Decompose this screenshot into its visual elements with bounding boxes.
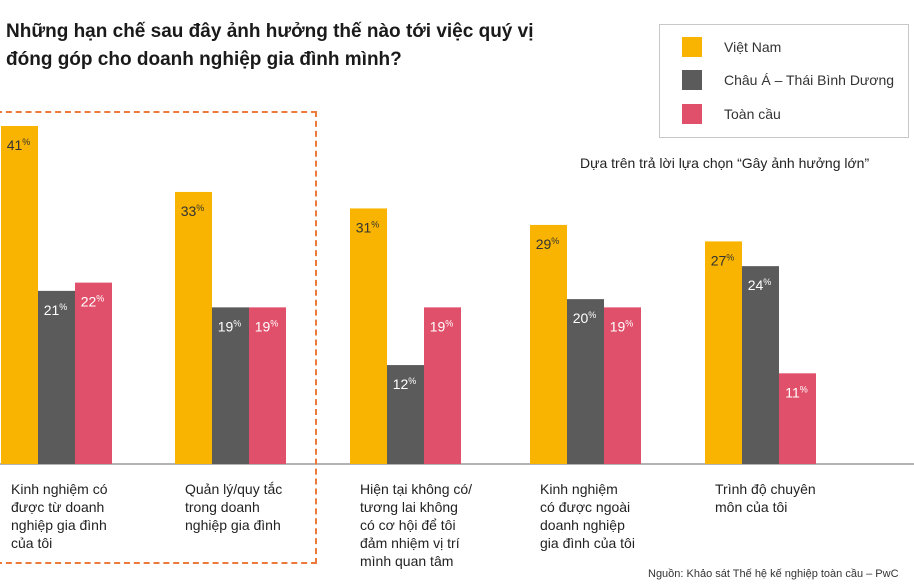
bar-global-1: [75, 282, 112, 464]
bar-global-2: [249, 307, 286, 464]
title-line-2: đóng góp cho doanh nghiệp gia đình mình?: [6, 49, 402, 70]
legend: Việt Nam Châu Á – Thái Bình Dương Toàn c…: [659, 24, 909, 138]
value-label-global-5: 11%: [785, 384, 808, 400]
source-note: Nguồn: Khảo sát Thế hệ kế nghiệp toàn cầ…: [648, 568, 899, 580]
bar-global-4: [604, 307, 641, 464]
chart-title: Những hạn chế sau đây ảnh hưởng thế nào …: [6, 18, 606, 74]
category-label-4: Kinh nghiệm có được ngoài doanh nghiệp gia …: [540, 481, 635, 551]
chart-note: Dựa trên trả lời lựa chọn “Gây ảnh hưởng…: [580, 155, 870, 171]
value-label-asia-3: 12%: [393, 376, 417, 392]
category-label-1: Kinh nghiệm có được từ doanh nghiệp gia đì…: [11, 481, 108, 551]
highlight-box: [0, 111, 317, 564]
category-label-2: Quản lý/quy tắc trong doanh nghiệp gia đìn…: [185, 481, 282, 533]
value-label-vietnam-1: 41%: [7, 137, 31, 153]
bar-vietnam-3: [350, 208, 387, 464]
category-label-3: Hiện tại không có/tương lai không có cơ h…: [360, 481, 472, 569]
title-line-1: Những hạn chế sau đây ảnh hưởng thế nào …: [6, 21, 534, 42]
value-label-global-1: 22%: [81, 294, 105, 310]
value-label-asia-2: 19%: [218, 318, 242, 334]
legend-item-asia: Châu Á – Thái Bình Dương: [682, 69, 894, 91]
bar-vietnam-1: [1, 126, 38, 464]
value-label-vietnam-3: 31%: [356, 219, 380, 235]
legend-swatch-asia: [682, 70, 702, 90]
value-label-vietnam-4: 29%: [536, 236, 560, 252]
bar-vietnam-2: [175, 191, 212, 464]
value-label-global-2: 19%: [255, 318, 279, 334]
bar-asia-3: [387, 365, 424, 464]
legend-label-asia: Châu Á – Thái Bình Dương: [724, 72, 895, 88]
bar-vietnam-5: [705, 241, 742, 464]
value-label-global-4: 19%: [610, 318, 634, 334]
legend-label-global: Toàn cầu: [724, 106, 781, 122]
bar-asia-4: [567, 299, 604, 464]
value-label-global-3: 19%: [430, 318, 454, 334]
legend-item-vietnam: Việt Nam: [682, 36, 781, 58]
value-label-vietnam-2: 33%: [181, 203, 205, 219]
legend-swatch-vietnam: [682, 37, 702, 57]
bar-asia-5: [742, 266, 779, 464]
value-label-vietnam-5: 27%: [711, 252, 735, 268]
category-label-5: Trình độ chuyên môn của tôi: [715, 481, 816, 515]
bar-asia-2: [212, 307, 249, 464]
bar-global-3: [424, 307, 461, 464]
value-label-asia-5: 24%: [748, 277, 772, 293]
value-label-asia-4: 20%: [573, 310, 597, 326]
bar-global-5: [779, 373, 816, 464]
bar-asia-1: [38, 290, 75, 464]
legend-swatch-global: [682, 104, 702, 124]
legend-label-vietnam: Việt Nam: [724, 39, 782, 55]
value-label-asia-1: 21%: [44, 302, 68, 318]
bar-vietnam-4: [530, 224, 567, 464]
legend-item-global: Toàn cầu: [682, 103, 781, 125]
